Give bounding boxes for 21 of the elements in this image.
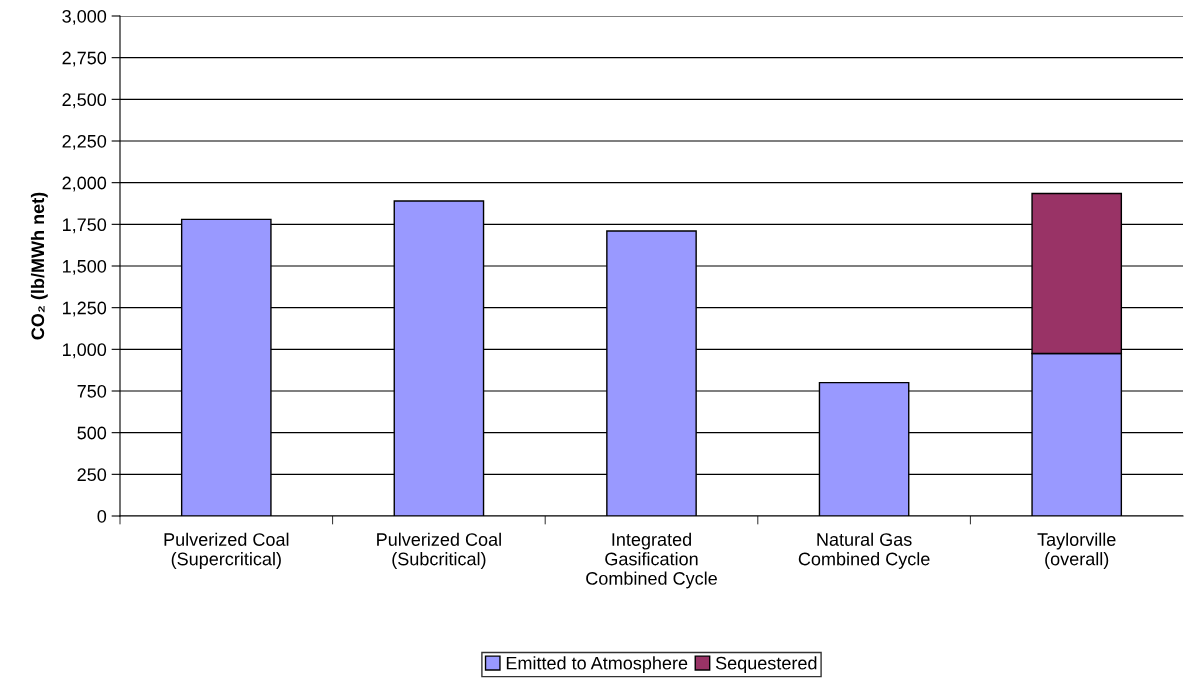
x-tick-label: Taylorville (overall) (1037, 532, 1116, 569)
x-tick-label: Natural Gas Combined Cycle (798, 532, 930, 569)
x-tick-label: Integrated Gasification Combined Cycle (586, 532, 717, 589)
y-tick-label: 2,250 (62, 134, 107, 150)
y-tick-label: 1,250 (63, 301, 107, 317)
x-tick-label: Pulverized Coal (Supercritical) (164, 532, 289, 569)
y-tick-label: 1,500 (63, 259, 107, 275)
legend-label: Sequestered (715, 656, 817, 674)
y-tick-label: 250 (77, 468, 107, 482)
y-tick-label: 2,500 (62, 93, 107, 109)
y-tick-label: 500 (77, 426, 107, 440)
y-tick-label: 2,000 (62, 176, 107, 192)
x-tick-label: Pulverized Coal (Subcritical) (377, 532, 501, 569)
y-axis-title: CO₂ (lb/MWh net) (30, 192, 48, 340)
y-tick-label: 2,750 (62, 51, 107, 67)
y-tick-label: 1,750 (63, 218, 107, 234)
legend-label: Emitted to Atmosphere (506, 656, 688, 674)
y-tick-label: 3,000 (62, 9, 107, 25)
y-tick-label: 0 (97, 509, 107, 523)
y-tick-label: 1,000 (63, 343, 107, 359)
y-tick-label: 750 (77, 384, 107, 398)
